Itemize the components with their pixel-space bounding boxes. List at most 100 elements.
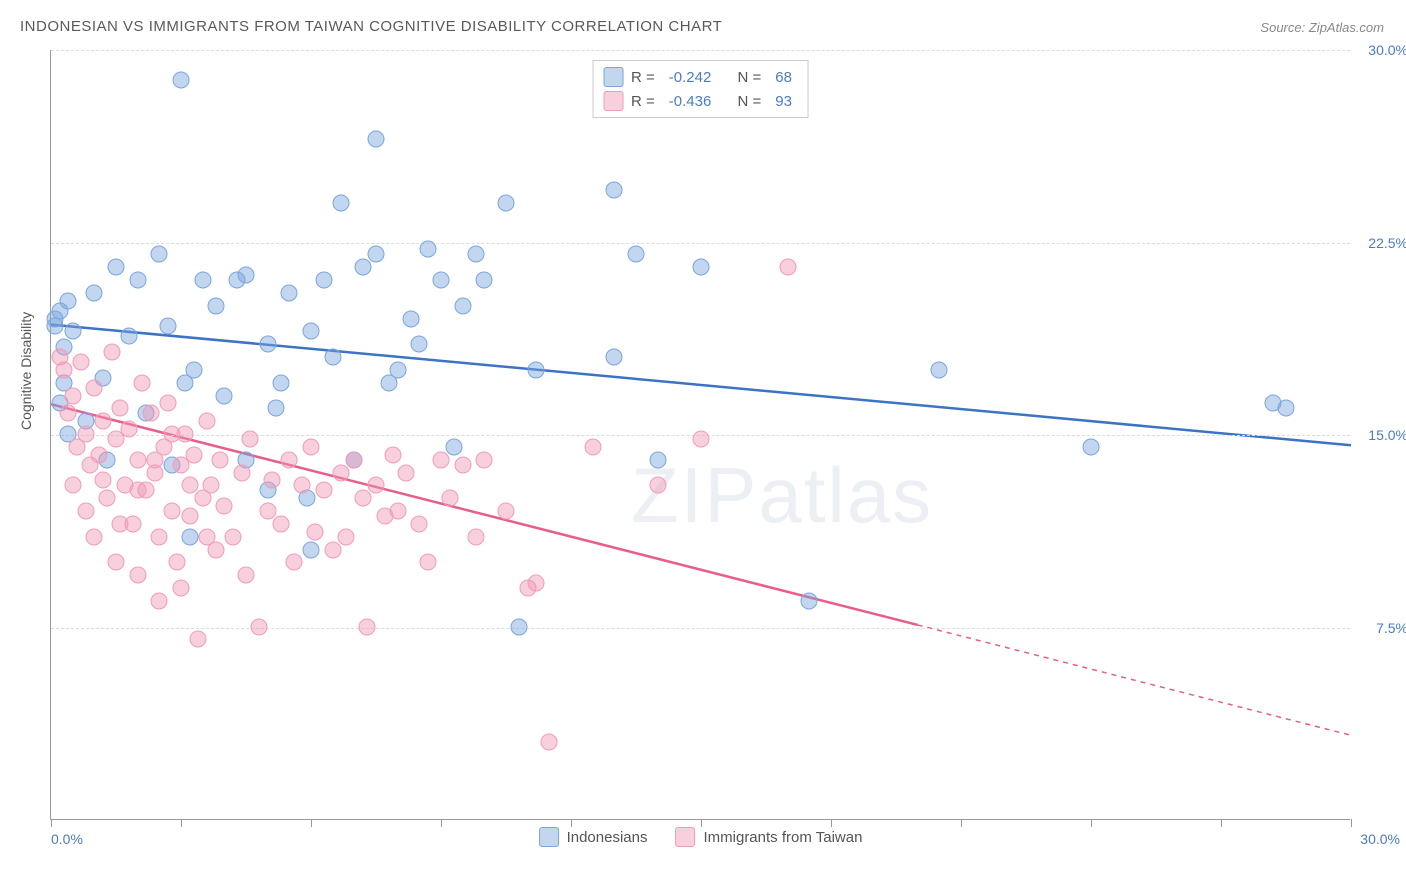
data-point	[433, 272, 450, 289]
grid-line	[51, 243, 1350, 244]
data-point	[606, 182, 623, 199]
data-point	[264, 472, 281, 489]
x-tick	[441, 819, 442, 827]
x-tick	[1351, 819, 1352, 827]
source-attribution: Source: ZipAtlas.com	[1260, 20, 1384, 35]
y-tick-label: 7.5%	[1376, 620, 1406, 636]
data-point	[1278, 400, 1295, 417]
data-point	[303, 323, 320, 340]
data-point	[420, 554, 437, 571]
data-point	[259, 336, 276, 353]
data-point	[441, 490, 458, 507]
data-point	[203, 477, 220, 494]
data-point	[86, 284, 103, 301]
data-point	[467, 246, 484, 263]
data-point	[47, 318, 64, 335]
data-point	[368, 130, 385, 147]
data-point	[151, 246, 168, 263]
data-point	[307, 523, 324, 540]
data-point	[324, 349, 341, 366]
data-point	[931, 361, 948, 378]
data-point	[73, 354, 90, 371]
x-tick	[701, 819, 702, 827]
data-point	[606, 349, 623, 366]
data-point	[129, 482, 146, 499]
data-point	[528, 574, 545, 591]
x-tick	[1221, 819, 1222, 827]
data-point	[337, 528, 354, 545]
y-tick-label: 30.0%	[1368, 42, 1406, 58]
data-point	[649, 451, 666, 468]
data-point	[498, 503, 515, 520]
data-point	[77, 426, 94, 443]
legend-item-1: Indonesians	[539, 827, 648, 847]
data-point	[693, 431, 710, 448]
data-point	[90, 446, 107, 463]
data-point	[112, 515, 129, 532]
data-point	[268, 400, 285, 417]
trend-line	[51, 325, 1351, 446]
data-point	[60, 405, 77, 422]
data-point	[303, 438, 320, 455]
data-point	[389, 361, 406, 378]
data-point	[303, 541, 320, 558]
data-point	[95, 413, 112, 430]
data-point	[56, 361, 73, 378]
x-tick	[311, 819, 312, 827]
data-point	[272, 515, 289, 532]
data-point	[186, 446, 203, 463]
x-tick	[1091, 819, 1092, 827]
y-axis-title: Cognitive Disability	[18, 312, 34, 430]
data-point	[238, 567, 255, 584]
data-point	[454, 297, 471, 314]
data-point	[216, 387, 233, 404]
data-point	[498, 195, 515, 212]
data-point	[294, 477, 311, 494]
data-point	[60, 292, 77, 309]
data-point	[355, 259, 372, 276]
data-point	[433, 451, 450, 468]
legend-swatch-2	[675, 827, 695, 847]
x-axis-min-label: 0.0%	[51, 831, 83, 847]
x-tick	[181, 819, 182, 827]
data-point	[64, 477, 81, 494]
data-point	[454, 456, 471, 473]
data-point	[199, 413, 216, 430]
data-point	[129, 272, 146, 289]
data-point	[86, 379, 103, 396]
data-point	[779, 259, 796, 276]
data-point	[181, 528, 198, 545]
data-point	[355, 490, 372, 507]
data-point	[173, 71, 190, 88]
data-point	[368, 246, 385, 263]
data-point	[190, 631, 207, 648]
data-point	[142, 405, 159, 422]
data-point	[281, 284, 298, 301]
grid-line	[51, 628, 1350, 629]
data-point	[121, 328, 138, 345]
data-point	[134, 374, 151, 391]
y-tick-label: 15.0%	[1368, 427, 1406, 443]
trend-line-extrapolated	[918, 625, 1351, 735]
x-tick	[51, 819, 52, 827]
data-point	[251, 618, 268, 635]
data-point	[216, 497, 233, 514]
data-point	[476, 451, 493, 468]
data-point	[1083, 438, 1100, 455]
data-point	[272, 374, 289, 391]
data-point	[212, 451, 229, 468]
data-point	[199, 528, 216, 545]
data-point	[511, 618, 528, 635]
data-point	[77, 503, 94, 520]
data-point	[151, 528, 168, 545]
grid-line	[51, 50, 1350, 51]
data-point	[147, 451, 164, 468]
legend-swatch-1	[539, 827, 559, 847]
data-point	[649, 477, 666, 494]
data-point	[225, 528, 242, 545]
x-axis-max-label: 30.0%	[1360, 831, 1400, 847]
data-point	[476, 272, 493, 289]
data-point	[333, 464, 350, 481]
data-point	[160, 395, 177, 412]
data-point	[584, 438, 601, 455]
